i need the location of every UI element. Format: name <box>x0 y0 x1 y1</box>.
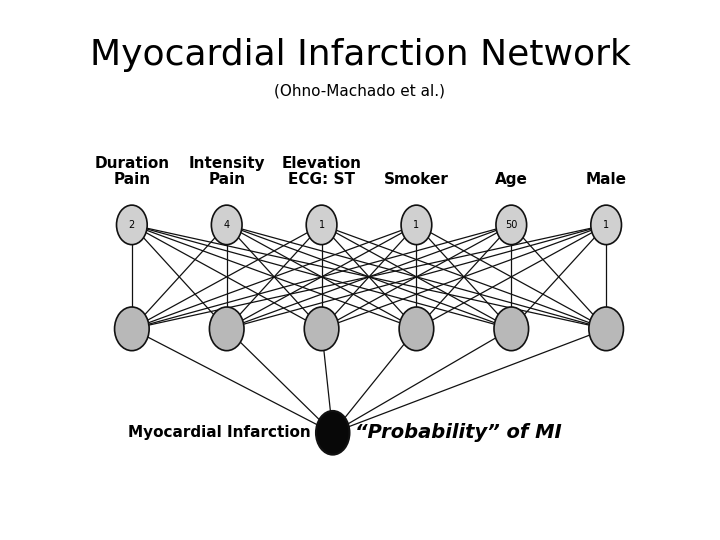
Text: 1: 1 <box>318 220 325 230</box>
Ellipse shape <box>316 411 349 455</box>
Ellipse shape <box>496 205 526 245</box>
Ellipse shape <box>114 307 149 350</box>
Text: 1: 1 <box>603 220 609 230</box>
Ellipse shape <box>401 205 432 245</box>
Text: Myocardial Infarction Network: Myocardial Infarction Network <box>89 38 631 72</box>
Text: 4: 4 <box>224 220 230 230</box>
Ellipse shape <box>399 307 433 350</box>
Text: Pain: Pain <box>208 172 246 187</box>
Text: ECG: ST: ECG: ST <box>288 172 355 187</box>
Ellipse shape <box>305 307 339 350</box>
Text: Male: Male <box>585 172 626 187</box>
Text: 1: 1 <box>413 220 420 230</box>
Ellipse shape <box>210 307 244 350</box>
Text: Age: Age <box>495 172 528 187</box>
Ellipse shape <box>589 307 624 350</box>
Text: Pain: Pain <box>113 172 150 187</box>
Text: Elevation: Elevation <box>282 156 361 171</box>
Text: 2: 2 <box>129 220 135 230</box>
Ellipse shape <box>117 205 147 245</box>
Text: Intensity: Intensity <box>189 156 265 171</box>
Ellipse shape <box>212 205 242 245</box>
Ellipse shape <box>494 307 528 350</box>
Ellipse shape <box>591 205 621 245</box>
Ellipse shape <box>306 205 337 245</box>
Text: Smoker: Smoker <box>384 172 449 187</box>
Text: (Ohno-Machado et al.): (Ohno-Machado et al.) <box>274 84 446 99</box>
Text: “Probability” of MI: “Probability” of MI <box>355 423 562 442</box>
Text: Duration: Duration <box>94 156 169 171</box>
Text: 50: 50 <box>505 220 518 230</box>
Text: Myocardial Infarction: Myocardial Infarction <box>127 426 310 440</box>
